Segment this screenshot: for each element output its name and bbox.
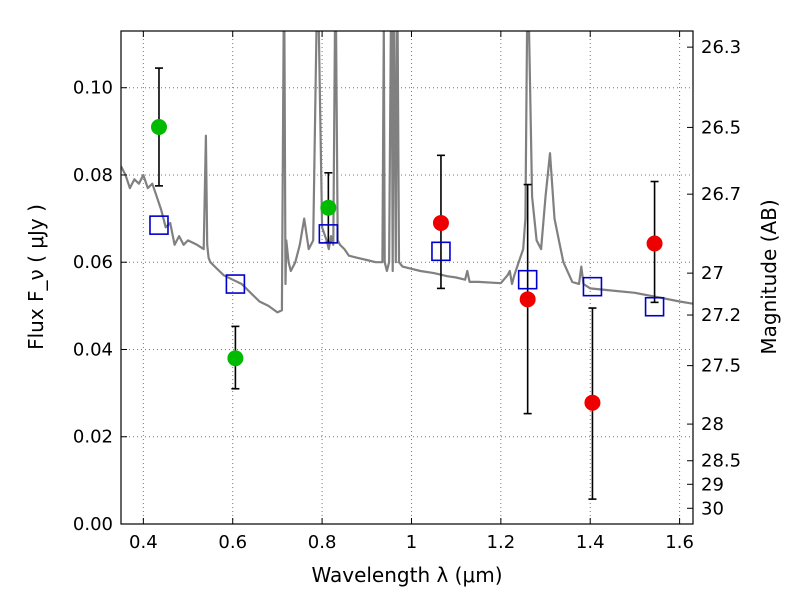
x-tick-label: 1.2	[487, 532, 516, 553]
observed-point-red	[432, 214, 449, 231]
right-tick-label: 26.5	[701, 117, 741, 138]
y-axis-label-right: Magnitude (AB)	[757, 199, 781, 354]
observed-point-red	[646, 235, 663, 252]
y-tick-label: 0.04	[73, 339, 113, 360]
model-photometry-square	[644, 296, 665, 317]
x-tick-label: 1	[406, 532, 417, 553]
observed-point-red	[519, 291, 536, 308]
x-tick-label: 1.6	[665, 532, 694, 553]
right-tick-label: 27.2	[701, 305, 741, 326]
observed-point-green	[227, 350, 244, 367]
y-tick-label: 0.10	[73, 78, 113, 99]
right-tick-label: 30	[701, 498, 724, 519]
x-tick-label: 0.8	[308, 532, 337, 553]
x-tick-label: 0.4	[129, 532, 158, 553]
observed-points	[150, 118, 663, 411]
x-tick-label: 0.6	[218, 532, 247, 553]
gridlines	[121, 31, 693, 525]
y-axis-label-left: Flux F_ν ( μJy )	[24, 204, 48, 350]
model-photometry-square	[225, 274, 246, 294]
spectrum-line	[121, 31, 693, 314]
y-tick-label: 0.06	[73, 252, 113, 273]
model-photometry-square	[517, 269, 538, 290]
y-tick-label: 0.08	[73, 165, 113, 186]
axis-ticks: 0.4 0.6 0.8 1 1.2 1.4 1.6 0.00 0.02 0.04 0.06 0.08 0…	[73, 31, 741, 553]
observed-point-red	[584, 394, 601, 411]
model-photometry-points	[149, 215, 665, 317]
y-tick-label: 0.00	[73, 514, 113, 535]
observed-point-green	[150, 118, 167, 135]
model-photometry-square	[149, 215, 169, 235]
plot-frame	[120, 30, 694, 525]
right-tick-label: 27.5	[701, 356, 741, 377]
right-tick-label: 27	[701, 263, 724, 284]
model-photometry-square	[431, 241, 451, 262]
right-tick-label: 29	[701, 474, 724, 495]
x-tick-label: 1.4	[576, 532, 605, 553]
right-tick-label: 26.3	[701, 37, 741, 58]
y-tick-label: 0.02	[73, 427, 113, 448]
model-photometry-square	[582, 276, 603, 297]
observed-point-green	[320, 199, 337, 216]
model-spectrum	[121, 31, 693, 314]
right-tick-label: 26.7	[701, 184, 741, 205]
right-tick-label: 28.5	[701, 451, 741, 472]
model-photometry-square	[318, 224, 339, 244]
x-axis-label: Wavelength λ (μm)	[311, 563, 502, 587]
right-tick-label: 28	[701, 414, 724, 435]
